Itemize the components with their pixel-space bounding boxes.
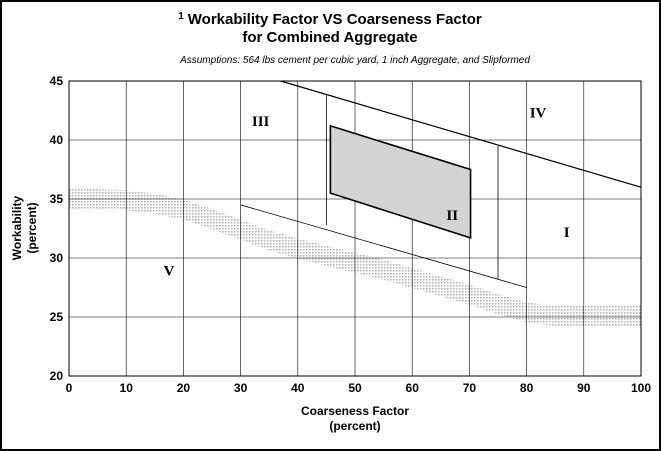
- x-tick-label: 30: [234, 381, 248, 395]
- y-tick-label: 30: [50, 251, 64, 265]
- x-tick-label: 10: [120, 381, 134, 395]
- chart-subtitle: Assumptions: 564 lbs cement per cubic ya…: [179, 55, 530, 66]
- zone-label-iv: IV: [530, 106, 547, 122]
- zone-label-v: V: [164, 264, 175, 280]
- zone-label-ii: II: [446, 208, 458, 224]
- x-tick-label: 0: [66, 381, 73, 395]
- y-tick-label: 25: [50, 310, 64, 324]
- chart-title-line-1: 1 Workability Factor VS Coarseness Factor: [178, 11, 482, 28]
- zone-label-i: I: [564, 225, 570, 241]
- y-tick-label: 20: [50, 369, 64, 383]
- x-tick-label: 20: [177, 381, 191, 395]
- x-tick-label: 50: [348, 381, 362, 395]
- y-axis-label-line-1: Workability: [10, 195, 24, 260]
- y-tick-label: 40: [50, 133, 64, 147]
- chart-title-line-2: for Combined Aggregate: [242, 29, 417, 46]
- title-superscript: 1: [178, 11, 184, 22]
- x-axis-label-line-2: (percent): [329, 419, 380, 433]
- x-tick-label: 80: [520, 381, 534, 395]
- plot-border: [68, 80, 642, 377]
- zone-label-iii: III: [252, 114, 270, 130]
- y-tick-label: 35: [50, 192, 64, 206]
- x-tick-label: 60: [406, 381, 420, 395]
- x-tick-label: 90: [577, 381, 591, 395]
- upper-boundary-line: [280, 80, 642, 188]
- x-tick-label: 100: [631, 381, 651, 395]
- title-text: Workability Factor VS Coarseness Factor: [188, 11, 482, 28]
- zone-ii-area: [329, 124, 472, 240]
- grid: [68, 80, 642, 377]
- x-axis-label-line-1: Coarseness Factor: [301, 404, 409, 418]
- boundary-lines: [240, 80, 642, 288]
- tick-labels: 0 10 20 30 40 50 60 70 80 90 100 20 25 30 35 40 45: [50, 74, 652, 395]
- zone-layer: [329, 124, 472, 240]
- x-tick-label: 40: [291, 381, 305, 395]
- lower-boundary-line: [240, 204, 527, 288]
- y-tick-label: 45: [50, 74, 64, 88]
- y-axis-label-line-2: (percent): [25, 202, 39, 253]
- x-tick-label: 70: [463, 381, 477, 395]
